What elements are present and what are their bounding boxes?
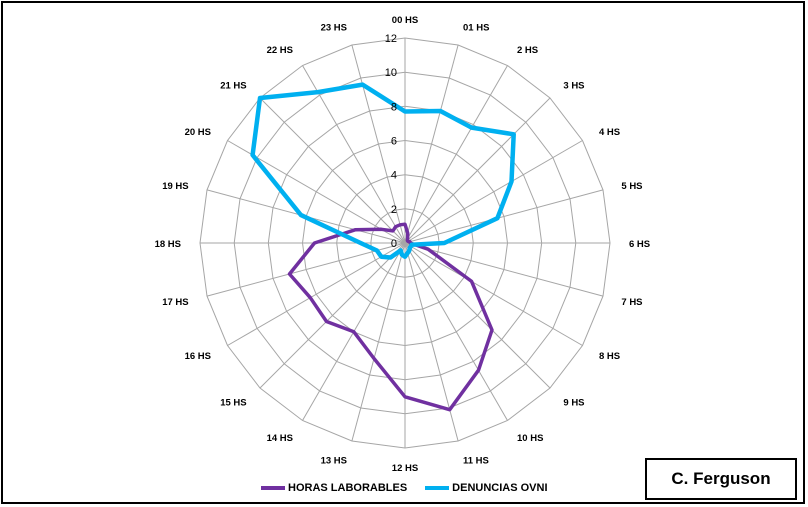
radial-tick-label: 12 [385, 33, 397, 45]
hour-label: 19 HS [162, 181, 188, 192]
grid-spoke [404, 189, 604, 244]
radar-chart: 0 2 4 6 8 10 12 00 HS 01 HS 2 HS 3 HS 4 HS 5 HS 6 HS… [155, 15, 651, 474]
hour-label: 4 HS [599, 127, 620, 138]
grid-spoke [404, 140, 583, 244]
hour-label: 21 HS [220, 81, 246, 92]
hour-label: 22 HS [267, 45, 293, 56]
hour-label: 2 HS [517, 45, 538, 56]
hour-label: 15 HS [220, 397, 246, 408]
grid-spoke [404, 242, 583, 346]
radial-tick-label: 6 [391, 136, 397, 148]
grid-spoke [404, 242, 604, 297]
grid-spoke [351, 44, 406, 244]
grid-spoke [259, 97, 406, 244]
radial-tick-label: 4 [391, 170, 397, 182]
series-line-denuncias-ovni [250, 82, 516, 260]
grid-spoke [302, 65, 406, 244]
grid-spoke [404, 242, 508, 421]
hour-label: 01 HS [463, 23, 489, 34]
legend-swatch-horas-laborables [261, 486, 285, 490]
hour-label: 17 HS [162, 297, 188, 308]
hour-label: 8 HS [599, 351, 620, 362]
radial-tick-label: 2 [391, 204, 397, 216]
hour-label: 14 HS [267, 433, 293, 444]
hour-label: 7 HS [621, 297, 642, 308]
hour-label: 11 HS [463, 455, 489, 466]
hour-label: 00 HS [392, 15, 418, 26]
hour-label: 6 HS [629, 239, 650, 250]
hour-label: 10 HS [517, 433, 543, 444]
grid-spoke [259, 242, 406, 389]
hour-label: 3 HS [563, 81, 584, 92]
grid-spoke [404, 242, 551, 389]
hour-label: 16 HS [185, 351, 211, 362]
radial-tick-label: 10 [385, 67, 397, 79]
radial-tick-label: 0 [391, 238, 397, 250]
hour-label: 9 HS [563, 397, 584, 408]
author-signature: C. Ferguson [645, 458, 797, 500]
grid-spoke [404, 97, 551, 244]
grid-spoke [227, 242, 406, 346]
hour-label: 23 HS [321, 23, 347, 34]
grid-spoke [404, 44, 459, 244]
legend: HORAS LABORABLES DENUNCIAS OVNI [261, 482, 566, 494]
grid-spoke [404, 65, 508, 244]
grid-spoke [351, 242, 406, 442]
legend-swatch-denuncias-ovni [425, 486, 450, 490]
legend-item-denuncias-ovni: DENUNCIAS OVNI [425, 482, 548, 494]
hour-label: 18 HS [155, 239, 181, 250]
legend-label-denuncias-ovni: DENUNCIAS OVNI [452, 482, 548, 494]
hour-label: 12 HS [392, 463, 418, 474]
hour-label: 20 HS [185, 127, 211, 138]
hour-label: 5 HS [621, 181, 642, 192]
series-line-horas-laborables [287, 222, 494, 412]
legend-label-horas-laborables: HORAS LABORABLES [288, 482, 408, 494]
radial-tick-label: 8 [391, 101, 397, 113]
hour-label: 13 HS [321, 455, 347, 466]
grid-spoke [206, 242, 406, 297]
legend-item-horas-laborables: HORAS LABORABLES [261, 482, 407, 494]
